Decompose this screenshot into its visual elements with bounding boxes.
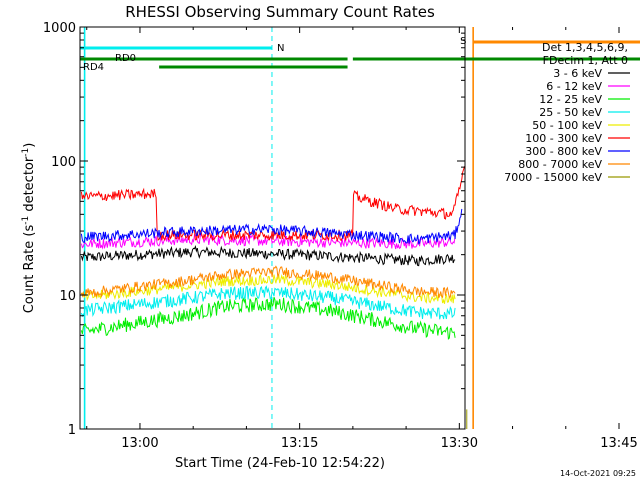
- plot-area: [80, 166, 468, 429]
- y-tick-label: 100: [51, 155, 76, 170]
- series-6-12-kev-pre-trace: [80, 233, 456, 250]
- series-100-300-kev-pre-trace: [80, 166, 466, 243]
- axes: 13:0013:1513:3013:4514:0014:1514:3011010…: [43, 21, 638, 451]
- y-tick-label: 1: [68, 423, 76, 438]
- flag-s-label: S: [460, 36, 466, 47]
- legend-header-line: FDecim 1, Att 0: [543, 54, 628, 67]
- series-25-50-kev-pre-trace: [80, 285, 456, 320]
- plot-frame: [79, 26, 466, 430]
- series-300-800-kev-pre-trace: [80, 208, 463, 245]
- y-tick-label: 1000: [43, 21, 76, 36]
- x-axis-label: Start Time (24-Feb-10 12:54:22): [175, 456, 385, 471]
- legend-entry-label: 6 - 12 keV: [546, 80, 602, 93]
- legend-entry-label: 100 - 300 keV: [525, 132, 602, 145]
- legend-entry-label: 800 - 7000 keV: [518, 158, 602, 171]
- x-tick-label: 13:15: [281, 436, 318, 451]
- series-800-7000-kev-pre-trace: [80, 265, 456, 299]
- legend-entry-label: 300 - 800 keV: [525, 145, 602, 158]
- legend-entry-label: 7000 - 15000 keV: [504, 171, 602, 184]
- x-tick-label: 13:30: [441, 436, 478, 451]
- y-axis-label: Count Rate (s-1 detector-1): [21, 143, 37, 314]
- x-tick-label: 13:45: [600, 436, 637, 451]
- legend-entry-label: 3 - 6 keV: [553, 67, 602, 80]
- series-3-6-kev-pre-trace: [80, 245, 456, 267]
- flag-n-label: N: [277, 43, 284, 54]
- legend: Det 1,3,4,5,6,9,FDecim 1, Att 03 - 6 keV…: [504, 41, 630, 184]
- x-tick-label: 13:00: [121, 436, 158, 451]
- legend-entry-label: 50 - 100 keV: [532, 119, 602, 132]
- legend-entry-label: 25 - 50 keV: [539, 106, 602, 119]
- chart-title: RHESSI Observing Summary Count Rates: [125, 3, 435, 21]
- flag-rd0-label: RD0: [115, 53, 136, 64]
- legend-entry-label: 12 - 25 keV: [539, 93, 602, 106]
- y-tick-label: 10: [59, 289, 76, 304]
- series-12-25-kev-pre-trace: [80, 297, 456, 340]
- legend-header-line: Det 1,3,4,5,6,9,: [542, 41, 628, 54]
- footer-timestamp: 14-Oct-2021 09:25: [560, 469, 636, 478]
- flag-rd4-label: RD4: [83, 62, 104, 73]
